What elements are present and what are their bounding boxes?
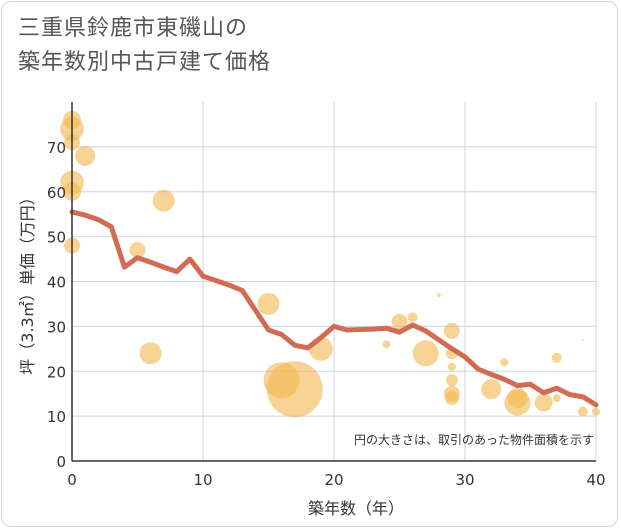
- bubble-10: [257, 292, 280, 315]
- bubble-29: [534, 393, 553, 412]
- axes: [71, 102, 596, 462]
- bubble-32: [581, 338, 584, 341]
- chart-title-line1: 三重県鈴鹿市東磯山の: [18, 16, 249, 41]
- bubble-layer: [60, 110, 600, 418]
- bubble-9: [152, 189, 175, 212]
- bubble-14: [382, 340, 391, 349]
- bubble-18: [436, 292, 441, 297]
- y-tick-20: 20: [47, 363, 66, 381]
- bubble-15: [391, 313, 408, 330]
- bubble-12: [266, 361, 323, 418]
- y-tick-30: 30: [47, 318, 66, 336]
- bubble-22: [445, 374, 458, 387]
- bubble-21: [447, 362, 456, 371]
- x-tick-20: 20: [324, 471, 343, 489]
- x-tick-10: 10: [193, 471, 212, 489]
- bubble-25: [481, 379, 502, 400]
- y-tick-60: 60: [47, 184, 66, 202]
- y-tick-70: 70: [47, 139, 66, 157]
- bubble-30: [551, 352, 562, 363]
- chart-title: 三重県鈴鹿市東磯山の 築年数別中古戸建て価格: [18, 12, 438, 80]
- y-tick-labels: 0 10 20 30 40 50 60 70: [47, 139, 66, 471]
- bubble-33: [577, 406, 588, 417]
- bubble-26: [500, 358, 509, 367]
- x-tick-labels: 0 10 20 30 40: [67, 471, 605, 489]
- bubble-16: [407, 312, 418, 323]
- bubble-28: [507, 388, 528, 409]
- bubble-size-note: 円の大きさは、取引のあった物件面積を示す: [354, 432, 594, 447]
- bubble-7: [129, 242, 146, 259]
- bubble-17: [412, 340, 439, 367]
- bubble-6: [75, 145, 96, 166]
- x-tick-30: 30: [455, 471, 474, 489]
- bubble-31: [552, 394, 561, 403]
- y-tick-10: 10: [47, 408, 66, 426]
- bubble-8: [139, 342, 162, 365]
- x-tick-40: 40: [586, 471, 605, 489]
- y-tick-40: 40: [47, 274, 66, 292]
- y-tick-0: 0: [56, 453, 66, 471]
- chart-title-line2: 築年数別中古戸建て価格: [18, 50, 272, 75]
- trend-line: [69, 209, 599, 408]
- bubble-24: [444, 391, 459, 406]
- bubble-19: [443, 322, 460, 339]
- y-tick-50: 50: [47, 229, 66, 247]
- x-axis-label: 築年数（年）: [308, 499, 404, 518]
- x-tick-0: 0: [67, 471, 77, 489]
- y-axis-label: 坪（3.3㎡）単価（万円）: [18, 189, 37, 374]
- bubble-34: [592, 407, 600, 416]
